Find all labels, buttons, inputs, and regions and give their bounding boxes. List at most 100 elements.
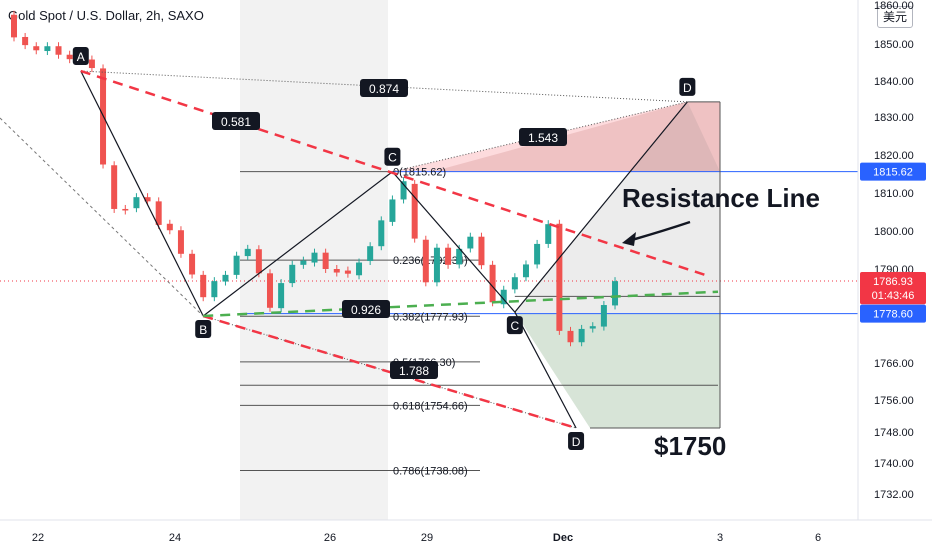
y-tick-label: 1766.00 [874,358,914,370]
pattern-point-label: C [384,147,401,166]
ratio-text: 1.788 [399,364,429,378]
candle-body [511,277,518,290]
candle-body [489,264,496,303]
candle-body [66,54,73,60]
candle-body [22,36,29,46]
candle-body [522,264,529,278]
candle-body [166,223,173,231]
ratio-connector [392,101,688,173]
candle-body [356,262,363,276]
resistance-line-annotation: Resistance Line [622,183,820,213]
candle-body [289,264,296,284]
ratio-text: 0.926 [351,303,381,317]
x-tick-label: 26 [324,532,336,544]
candle-body [55,46,62,55]
candle-body [456,248,463,265]
candle-body [367,246,374,262]
fib-level-label: 0.786(1738.08) [393,465,468,477]
point-label-text: C [511,319,520,333]
price-tag-box [860,272,926,291]
candle-body [189,253,196,275]
y-tick-label: 1756.00 [874,395,914,407]
candle-body [255,249,262,274]
candle-body [433,247,440,283]
candle-body [422,239,429,283]
candle-body [534,243,541,265]
candle-body [222,274,229,282]
pattern-point-label: D [568,432,585,450]
currency-button[interactable]: 美元 [877,6,913,28]
y-tick-label: 1830.00 [874,112,914,124]
ratio-text: 1.543 [528,131,558,145]
x-tick-label: 29 [421,532,433,544]
candle-body [578,328,585,343]
candle-body [144,197,151,202]
ratio-label: 1.788 [390,361,438,379]
ratio-box [360,79,408,97]
y-tick-label: 1740.00 [874,458,914,470]
chart-title: Gold Spot / U.S. Dollar, 2h, SAXO [8,8,204,23]
y-tick-label: 1810.00 [874,188,914,200]
lower-trendline [202,314,577,430]
candle-body [612,281,619,306]
x-tick-label: 22 [32,532,44,544]
candle-body [278,283,285,309]
candle-body [211,281,218,298]
xabcd-leg-bc [202,171,393,317]
candle-body [445,247,452,265]
x-tick-label: Dec [553,532,573,544]
ratio-label: 0.581 [212,112,260,130]
y-tick-label: 1860.00 [874,0,914,12]
ratio-text: 0.874 [369,82,399,96]
pattern-zone-shading [514,101,720,428]
candle-body [44,46,51,52]
pattern-point-label: C [506,316,523,335]
xabcd-leg-cd [391,171,516,313]
point-label-box [506,316,523,335]
target-zone-shading [432,101,720,172]
fib-level-label: 0.618(1754.66) [393,400,468,412]
ratio-text: 0.581 [221,115,251,129]
price-tag: 1778.60 [860,304,926,323]
candle-body [88,59,95,69]
point-label-text: D [572,435,581,449]
point-label-box [195,320,212,338]
candle-body [266,273,273,308]
point-label-box [72,47,89,66]
x-tick-label: 24 [169,532,181,544]
price-tag: 1786.93 [860,272,926,291]
ratio-label: 0.926 [342,300,390,318]
price-tag: 01:43:46 [860,286,926,305]
y-tick-label: 1748.00 [874,427,914,439]
candle-body [155,201,162,225]
price-tag: 1815.62 [860,162,926,181]
ratio-label: 1.543 [519,128,567,146]
price-tag-text: 1778.60 [873,309,913,321]
candle-body [478,236,485,266]
candle-body [333,269,340,273]
price-tag-box [860,286,926,305]
y-tick-label: 1820.00 [874,150,914,162]
pattern-point-label: D [679,77,696,96]
ratio-box [390,361,438,379]
candle-body [122,208,129,211]
candle-body [545,224,552,244]
point-label-text: B [199,323,207,337]
point-label-text: A [77,50,85,64]
y-tick-label: 1800.00 [874,226,914,238]
point-label-box [568,432,585,450]
green-trendline [203,290,719,318]
xabcd-leg-cd-up [514,101,688,313]
y-tick-label: 1732.00 [874,489,914,501]
candle-body [133,197,140,209]
candle-body [322,252,329,269]
resistance-trendline [80,69,706,277]
point-label-box [384,147,401,166]
y-tick-label: 1840.00 [874,76,914,88]
x-tick-label: 6 [815,532,821,544]
trend-dashed-line [0,117,204,317]
candle-body [177,230,184,254]
candle-body [300,260,307,265]
pattern-point-label: B [195,320,212,338]
point-label-text: D [683,81,692,95]
